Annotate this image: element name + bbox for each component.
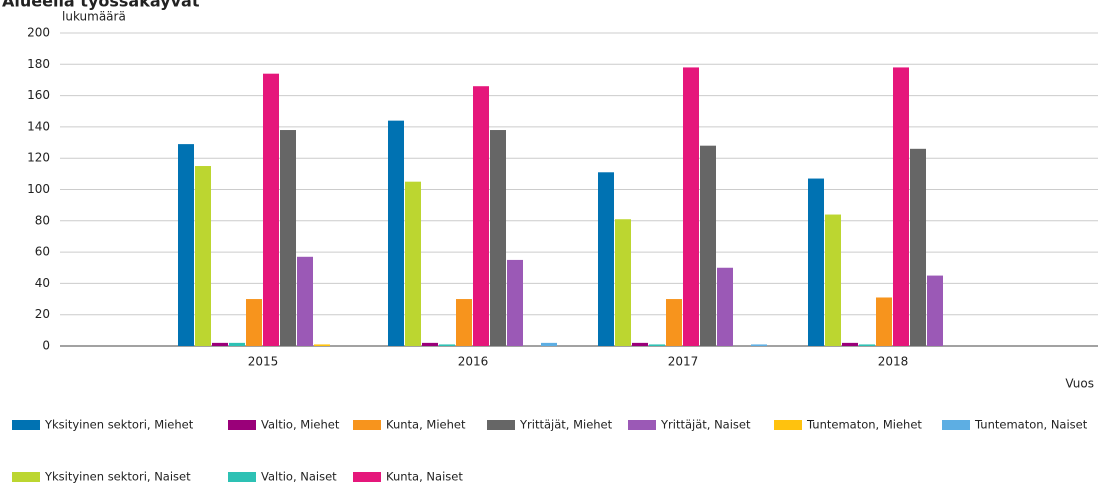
bar (439, 344, 455, 346)
bar (541, 342, 557, 346)
bar (297, 256, 313, 346)
bar (507, 259, 523, 346)
legend-label: Yksityinen sektori, Naiset (44, 470, 191, 484)
y-tick-label: 140 (27, 119, 50, 133)
bar (649, 344, 665, 346)
bar (405, 181, 421, 346)
bar (229, 342, 245, 346)
legend-label: Valtio, Miehet (261, 418, 340, 432)
bar (825, 214, 841, 346)
x-tick-label: 2017 (668, 355, 699, 369)
bar (314, 344, 330, 346)
bar (422, 342, 438, 346)
bar (280, 130, 296, 346)
y-tick-label: 20 (35, 307, 50, 321)
bar (615, 219, 631, 346)
bar (927, 275, 943, 346)
legend-label: Kunta, Naiset (386, 470, 463, 484)
y-axis-label: lukumäärä (62, 10, 126, 24)
y-tick-label: 180 (27, 57, 50, 71)
x-tick-label: 2016 (458, 355, 489, 369)
bar (808, 178, 824, 346)
bar (717, 267, 733, 346)
bar (910, 148, 926, 346)
legend-swatch (774, 420, 802, 430)
bar (195, 166, 211, 346)
bar (212, 342, 228, 346)
legend-swatch (12, 472, 40, 482)
chart-title: Alueella työssäkäyvät (2, 0, 200, 11)
bar (490, 130, 506, 346)
x-axis-label: Vuos (1065, 377, 1094, 391)
legend-swatch (942, 420, 970, 430)
legend-label: Yrittäjät, Miehet (519, 418, 613, 432)
legend-swatch (353, 472, 381, 482)
y-tick-label: 160 (27, 88, 50, 102)
bar (178, 144, 194, 346)
legend-swatch (228, 420, 256, 430)
bar (683, 67, 699, 347)
bar (842, 342, 858, 346)
bar (751, 344, 767, 346)
y-tick-label: 0 (42, 339, 50, 353)
bar (473, 86, 489, 347)
bar (388, 120, 404, 346)
bar (456, 299, 472, 346)
legend-label: Yrittäjät, Naiset (660, 418, 751, 432)
legend-swatch (487, 420, 515, 430)
bar (700, 145, 716, 346)
legend-label: Tuntematon, Naiset (974, 418, 1088, 432)
y-tick-label: 60 (35, 245, 50, 259)
bar (632, 342, 648, 346)
legend-label: Kunta, Miehet (386, 418, 466, 432)
bar (598, 172, 614, 346)
bar (263, 73, 279, 346)
legend-swatch (353, 420, 381, 430)
bar (246, 299, 262, 346)
bar (893, 67, 909, 347)
bar (859, 344, 875, 346)
x-tick-label: 2018 (878, 355, 909, 369)
legend-swatch (628, 420, 656, 430)
legend-swatch (228, 472, 256, 482)
legend-label: Yksityinen sektori, Miehet (44, 418, 194, 432)
y-tick-label: 200 (27, 26, 50, 40)
y-tick-label: 80 (35, 213, 50, 227)
y-tick-label: 100 (27, 182, 50, 196)
legend-swatch (12, 420, 40, 430)
x-tick-label: 2015 (248, 355, 279, 369)
y-tick-label: 120 (27, 151, 50, 165)
legend-label: Tuntematon, Miehet (806, 418, 922, 432)
bar (666, 299, 682, 346)
bar (876, 297, 892, 346)
legend-label: Valtio, Naiset (261, 470, 337, 484)
y-tick-label: 40 (35, 276, 50, 290)
